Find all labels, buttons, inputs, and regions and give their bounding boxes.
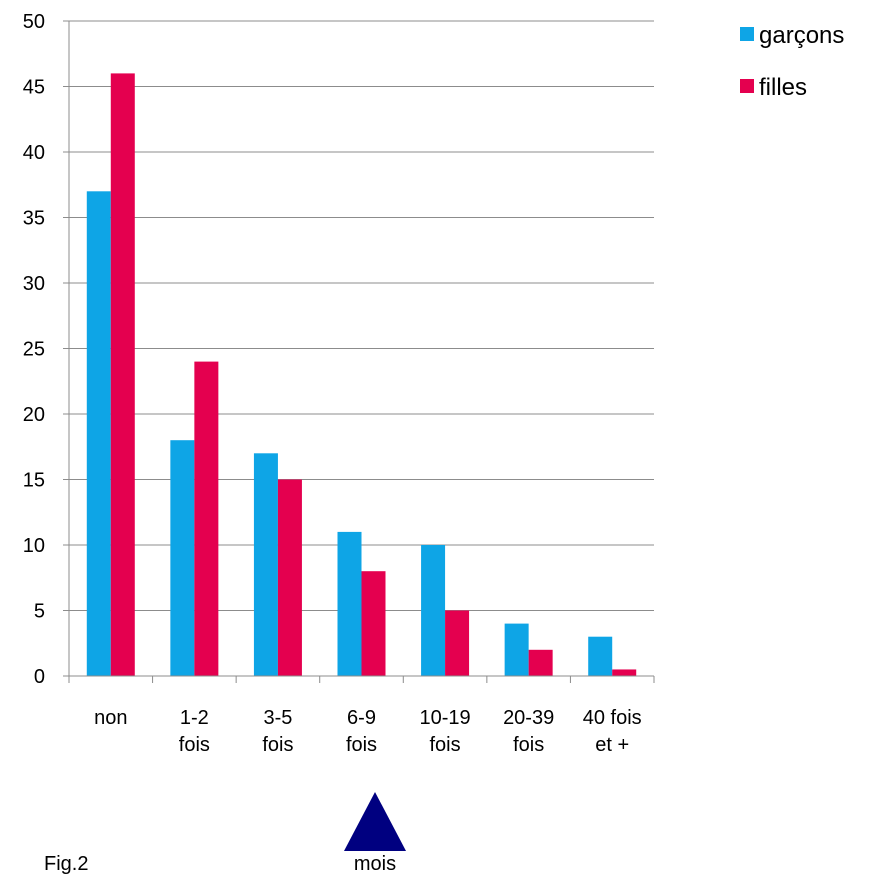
x-tick-label: 20-39 bbox=[503, 707, 554, 729]
gridlines bbox=[69, 20, 654, 611]
legend-label: garçons bbox=[759, 22, 844, 49]
bar-filles bbox=[528, 649, 553, 676]
bar-garçons bbox=[504, 623, 529, 676]
x-axis-labels: non 1-2 fois 3-5 fois 6-9 fois 10-19 fois 20-39 fo… bbox=[94, 707, 642, 756]
unit-label: mois bbox=[354, 853, 396, 875]
y-tick-label: 15 bbox=[23, 470, 45, 492]
bar-filles bbox=[612, 669, 637, 676]
x-tick-label: et + bbox=[595, 734, 629, 756]
x-tick-label: fois bbox=[513, 734, 544, 756]
y-tick-label: 5 bbox=[34, 601, 45, 623]
triangle-up-icon bbox=[344, 792, 406, 851]
x-tick-label: fois bbox=[430, 734, 461, 756]
bar-garçons bbox=[588, 636, 613, 676]
y-tick-label: 50 bbox=[23, 11, 45, 33]
legend-label: filles bbox=[759, 74, 807, 101]
x-tick-label: fois bbox=[179, 734, 210, 756]
x-tick-label: fois bbox=[346, 734, 377, 756]
legend-swatch bbox=[740, 79, 754, 93]
bar-filles bbox=[194, 361, 219, 676]
x-tick-label: fois bbox=[262, 734, 293, 756]
y-tick-label: 30 bbox=[23, 273, 45, 295]
y-tick-label: 40 bbox=[23, 142, 45, 164]
legend: garçons filles bbox=[740, 22, 844, 101]
y-tick-label: 20 bbox=[23, 404, 45, 426]
bar-garçons bbox=[170, 440, 195, 676]
y-tick-label: 25 bbox=[23, 339, 45, 361]
bars bbox=[86, 73, 637, 677]
figure-caption: Fig.2 bbox=[44, 853, 88, 875]
x-tick-label: 10-19 bbox=[419, 707, 470, 729]
bar-filles bbox=[361, 571, 386, 676]
y-tick-label: 35 bbox=[23, 208, 45, 230]
bar-filles bbox=[445, 610, 470, 676]
y-axis-ticks: 0 5 10 15 20 25 30 35 40 45 50 bbox=[23, 11, 69, 688]
x-tick-label: non bbox=[94, 707, 127, 729]
y-tick-label: 0 bbox=[34, 666, 45, 688]
legend-swatch bbox=[740, 27, 754, 41]
bar-garçons bbox=[337, 531, 362, 676]
bar-filles bbox=[277, 479, 302, 676]
bar-filles bbox=[110, 73, 135, 676]
bar-garçons bbox=[86, 191, 111, 677]
bar-garçons bbox=[421, 545, 446, 676]
y-tick-label: 10 bbox=[23, 535, 45, 557]
x-tick-label: 6-9 bbox=[347, 707, 376, 729]
y-tick-label: 45 bbox=[23, 77, 45, 99]
x-tick-label: 1-2 bbox=[180, 707, 209, 729]
bar-garçons bbox=[253, 453, 278, 676]
x-tick-label: 40 fois bbox=[583, 707, 642, 729]
x-tick-label: 3-5 bbox=[263, 707, 292, 729]
